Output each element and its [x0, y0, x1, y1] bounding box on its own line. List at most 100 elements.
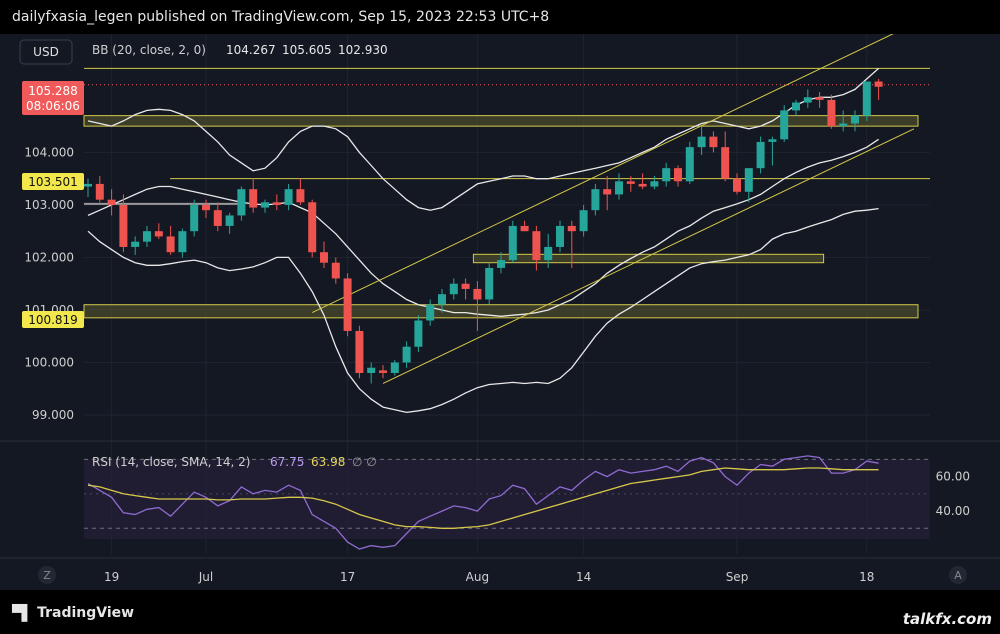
last-price-value: 105.288 — [28, 84, 78, 98]
candle-body-0 — [84, 183, 92, 187]
level-tag-upper — [22, 173, 84, 190]
time-tick-3: Aug — [466, 570, 489, 584]
candle-body-11 — [213, 210, 222, 226]
last-price-tag — [22, 81, 84, 115]
currency-label: USD — [33, 45, 59, 59]
tradingview-logo[interactable]: ▀▌ TradingView — [12, 604, 134, 622]
candle-body-39 — [544, 246, 553, 261]
candle-body-49 — [662, 168, 671, 182]
price-tick-1: 103.000 — [24, 198, 74, 212]
time-tick-2: 17 — [340, 570, 355, 584]
candle-body-58 — [768, 139, 777, 142]
candle-body-67 — [874, 81, 883, 87]
zoom-reset-button[interactable] — [38, 566, 56, 584]
rsi-tick-0: 60.00 — [936, 470, 970, 484]
currency-box[interactable] — [19, 39, 73, 65]
candle-body-42 — [579, 210, 588, 232]
candle-body-21 — [331, 262, 340, 279]
candle-body-51 — [685, 147, 694, 182]
tradingview-logo-icon: ▀▌ — [12, 604, 33, 622]
candle-body-47 — [638, 183, 647, 187]
candle-body-66 — [862, 81, 871, 116]
candle-body-10 — [202, 204, 210, 211]
price-tick-5: 99.000 — [32, 408, 74, 422]
trend-channel — [311, 23, 915, 384]
candle-body-9 — [190, 204, 199, 232]
candle-body-33 — [473, 288, 482, 300]
rsi-empty-plots: ∅ ∅ — [352, 455, 377, 469]
publish-info: dailyfxasia_legen published on TradingVi… — [12, 9, 550, 25]
price-tick-0: 104.000 — [24, 145, 74, 159]
candle-body-22 — [343, 278, 352, 331]
candle-body-55 — [733, 178, 741, 192]
candle-body-53 — [709, 136, 718, 148]
bollinger-bands — [87, 67, 880, 414]
rsi-tick-1: 40.00 — [936, 504, 970, 518]
bb-label[interactable]: BB (20, close, 2, 0) — [92, 43, 206, 57]
candle-body-17 — [284, 189, 293, 205]
candle-body-12 — [225, 215, 234, 226]
candlesticks — [84, 78, 883, 384]
candle-body-41 — [567, 225, 576, 232]
rsi-line — [87, 455, 879, 550]
price-tick-4: 100.000 — [24, 355, 74, 369]
rsi-sma-line — [87, 467, 879, 529]
candle-body-44 — [603, 189, 612, 195]
candle-body-31 — [449, 283, 458, 295]
candle-body-27 — [402, 346, 411, 363]
candle-body-15 — [261, 202, 269, 208]
candle-body-13 — [237, 189, 246, 216]
candle-body-32 — [461, 283, 470, 289]
rsi-pane: 60.00 40.00 — [84, 455, 970, 550]
candle-body-20 — [320, 252, 328, 263]
candle-body-36 — [508, 225, 517, 261]
time-tick-1: Jul — [198, 570, 213, 584]
candle-body-56 — [744, 168, 753, 192]
rsi-band-fill — [84, 459, 930, 539]
candle-body-18 — [296, 189, 305, 203]
candle-body-29 — [426, 304, 435, 321]
rsi-sma-value: 63.98 — [311, 455, 345, 469]
time-tick-4: 14 — [576, 570, 591, 584]
candle-body-4 — [131, 241, 140, 247]
zone-0 — [83, 115, 919, 127]
candle-body-37 — [520, 225, 529, 232]
time-tick-0: 19 — [104, 570, 119, 584]
candle-body-24 — [367, 367, 376, 373]
candle-body-8 — [178, 231, 187, 253]
candle-body-16 — [272, 202, 281, 205]
candle-body-28 — [414, 320, 423, 347]
level-value-upper: 103.501 — [28, 175, 78, 189]
chart-canvas[interactable]: 104.000103.000102.000101.000100.00099.00… — [0, 23, 1000, 590]
candle-body-62 — [815, 97, 824, 100]
chart-frame[interactable]: 104.000 103.000 102.000 101.000 100.000 99.00… — [0, 23, 1000, 590]
auto-scale-button[interactable] — [949, 566, 967, 584]
candle-body-61 — [803, 97, 812, 103]
candle-body-54 — [721, 147, 730, 179]
candle-body-57 — [756, 141, 765, 169]
bb-upper-value: 105.605 — [282, 43, 332, 57]
candle-body-2 — [107, 199, 116, 205]
zone-2 — [83, 304, 919, 319]
price-tick-2: 102.000 — [24, 250, 74, 264]
channel-lower-line — [382, 128, 915, 384]
bb-basis-value: 104.267 — [226, 43, 276, 57]
candle-body-45 — [615, 181, 623, 195]
rsi-label[interactable]: RSI (14, close, SMA, 14, 2) — [92, 455, 250, 469]
bb-lower-line — [87, 207, 879, 414]
candle-body-48 — [650, 181, 659, 187]
candle-body-5 — [143, 231, 151, 242]
tradingview-logo-text: TradingView — [37, 605, 135, 621]
channel-upper-line — [311, 23, 915, 314]
candle-body-50 — [674, 168, 682, 182]
candle-body-63 — [827, 99, 836, 127]
publish-header: dailyfxasia_legen published on TradingVi… — [0, 0, 1000, 34]
footer — [0, 590, 1000, 634]
candle-body-23 — [355, 330, 364, 373]
candle-body-46 — [626, 181, 635, 184]
bar-countdown: 08:06:06 — [26, 99, 80, 113]
candle-body-30 — [438, 294, 446, 305]
site-watermark: talkfx.com — [902, 610, 992, 628]
candle-body-26 — [390, 362, 399, 373]
time-axis[interactable]: 19 Jul 17 Aug 14 Sep 18 — [104, 570, 874, 584]
